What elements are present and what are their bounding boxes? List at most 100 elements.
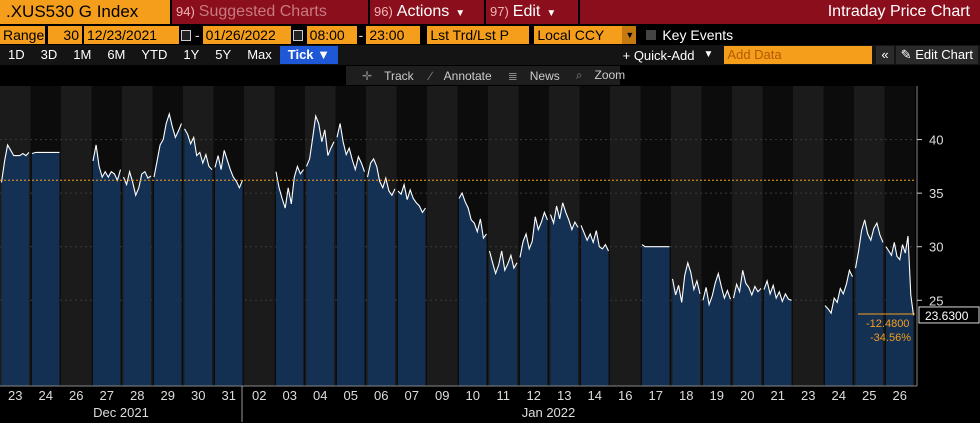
start-time-input[interactable]: 08:00 <box>306 26 357 44</box>
session-line <box>549 202 579 232</box>
pencil-icon: ✎ <box>900 47 912 62</box>
crosshair-icon: ✛ <box>362 68 373 83</box>
session-stripe <box>152 86 183 386</box>
ticker-field[interactable]: .XUS530 G Index <box>0 0 170 24</box>
session-stripe <box>427 86 458 386</box>
session-stripe <box>518 86 549 386</box>
period-max[interactable]: Max <box>247 47 272 62</box>
session-area <box>367 158 395 386</box>
session-stripe <box>183 86 214 386</box>
chart-background <box>0 86 915 386</box>
x-tick-label: 03 <box>283 388 297 403</box>
period-1d[interactable]: 1D <box>8 47 25 62</box>
session-line <box>0 143 30 183</box>
session-stripe <box>274 86 305 386</box>
edit-label: Edit <box>512 3 541 20</box>
quick-add-button[interactable]: + Quick-Add <box>622 47 695 63</box>
x-tick-label: 18 <box>679 388 693 403</box>
chart-tools: ✛ Track ∕ Annotate ≣ News ⌕ Zoom <box>346 66 625 85</box>
actions-caret-icon: ▼ <box>455 8 466 19</box>
change-abs-label: -12.4800 <box>866 318 909 330</box>
session-stripe <box>366 86 397 386</box>
session-area <box>520 212 548 386</box>
end-date-input[interactable]: 01/26/2022 <box>202 26 291 44</box>
tick-select[interactable]: Tick ▼ <box>279 46 339 64</box>
edit-caret-icon: ▼ <box>546 8 557 19</box>
session-area <box>276 166 304 386</box>
x-tick-label: 26 <box>893 388 907 403</box>
suggested-charts-button[interactable]: 94) Suggested Charts <box>172 0 368 24</box>
session-line <box>275 164 304 209</box>
session-stripe <box>823 86 854 386</box>
period-6m[interactable]: 6M <box>107 47 126 62</box>
period-5y[interactable]: 5Y <box>215 47 232 62</box>
session-area <box>581 225 609 386</box>
y-tick-label: 25 <box>929 293 943 308</box>
x-tick-label: 19 <box>710 388 724 403</box>
range-value-input[interactable]: 30 <box>48 26 82 44</box>
session-line <box>214 150 244 190</box>
session-line <box>366 157 396 197</box>
period-1m[interactable]: 1M <box>73 47 92 62</box>
session-area <box>123 171 151 386</box>
x-tick-label: 05 <box>344 388 358 403</box>
edit-menu[interactable]: 97) Edit ▼ <box>486 0 578 24</box>
period-ytd[interactable]: YTD <box>141 47 168 62</box>
quick-add-caret-icon[interactable]: ▼ <box>703 49 714 60</box>
period-3d[interactable]: 3D <box>40 47 58 62</box>
currency-dropdown-icon[interactable]: ▼ <box>622 26 637 44</box>
session-stripe <box>579 86 610 386</box>
session-area <box>764 281 792 386</box>
actions-menu[interactable]: 96) Actions ▼ <box>370 0 484 24</box>
x-tick-label: 16 <box>618 388 632 403</box>
session-line <box>153 111 183 178</box>
period-1y[interactable]: 1Y <box>183 47 200 62</box>
session-stripe <box>457 86 488 386</box>
calendar-icon[interactable] <box>181 29 191 41</box>
session-stripe <box>0 86 31 386</box>
session-line <box>885 235 915 316</box>
actions-num: 96) <box>374 4 393 19</box>
calendar-icon[interactable] <box>292 29 303 41</box>
start-date-input[interactable]: 12/23/2021 <box>84 26 179 44</box>
news-tool[interactable]: ≣ News <box>500 69 560 83</box>
session-line <box>763 279 792 304</box>
x-tick-label: 06 <box>374 388 388 403</box>
x-tick-label: 04 <box>313 388 327 403</box>
edit-chart-button[interactable]: ✎ Edit Chart <box>895 46 978 64</box>
annotate-tool[interactable]: ∕ Annotate <box>422 69 492 83</box>
price-line <box>0 111 915 316</box>
price-field-select[interactable]: Lst Trd/Lst P <box>427 26 530 44</box>
currency-select[interactable]: Local CCY <box>534 26 623 44</box>
suggested-num: 94) <box>176 4 195 19</box>
x-tick-label: 13 <box>557 388 571 403</box>
track-tool[interactable]: ✛ Track <box>354 69 414 83</box>
edit-num: 97) <box>490 4 509 19</box>
collapse-button[interactable]: « <box>876 46 894 64</box>
period-toolbar: 1D 3D 1M 6M YTD 1Y 5Y Max Tick ▼ + Quick… <box>0 45 980 65</box>
x-tick-label: 14 <box>588 388 602 403</box>
add-data-input[interactable]: Add Data <box>724 46 873 64</box>
range-dash: - <box>195 27 200 43</box>
session-area <box>672 262 700 386</box>
session-stripe <box>854 86 885 386</box>
session-stripe <box>884 86 915 386</box>
x-tick-label: 09 <box>435 388 449 403</box>
x-tick-label: 21 <box>771 388 785 403</box>
x-tick-label: 25 <box>862 388 876 403</box>
end-time-input[interactable]: 23:00 <box>366 26 421 44</box>
session-stripe <box>30 86 61 386</box>
session-line <box>580 225 609 252</box>
session-area <box>1 144 29 386</box>
session-line <box>31 151 60 155</box>
x-tick-label: 07 <box>405 388 419 403</box>
key-events-checkbox[interactable] <box>646 30 657 40</box>
session-area <box>642 244 670 386</box>
session-line <box>458 191 487 240</box>
page-title: Intraday Price Chart <box>580 0 980 24</box>
zoom-tool[interactable]: ⌕ Zoom <box>568 68 625 83</box>
session-stripe <box>488 86 519 386</box>
session-area <box>306 116 334 386</box>
suggested-label: Suggested Charts <box>198 3 327 20</box>
x-tick-label: 28 <box>130 388 144 403</box>
